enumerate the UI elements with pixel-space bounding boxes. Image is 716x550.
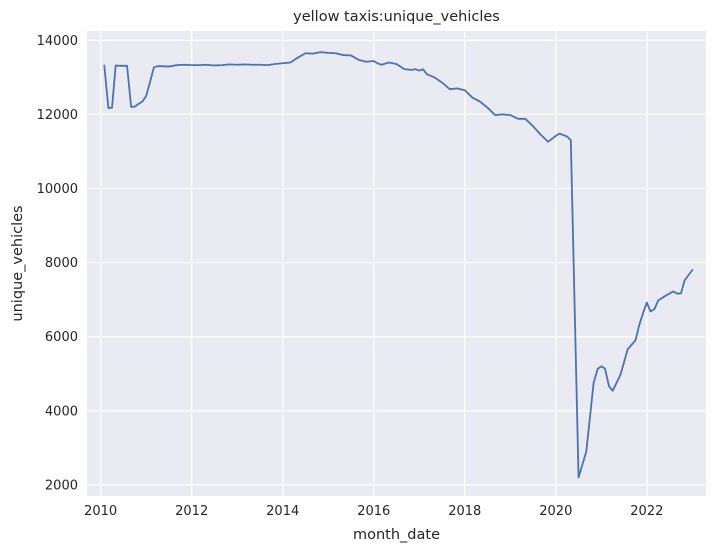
y-tick-labels: 2000 4000 6000 8000 10000 12000 14000 bbox=[37, 34, 78, 494]
x-tick-label: 2010 bbox=[84, 504, 117, 519]
y-tick-label: 6000 bbox=[45, 330, 78, 345]
x-tick-label: 2012 bbox=[175, 504, 208, 519]
y-tick-label: 14000 bbox=[37, 34, 78, 49]
y-tick-label: 12000 bbox=[37, 108, 78, 123]
y-axis-title: unique_vehicles bbox=[10, 205, 26, 321]
y-tick-label: 10000 bbox=[37, 182, 78, 197]
x-tick-label: 2020 bbox=[539, 504, 572, 519]
chart-title: yellow taxis:unique_vehicles bbox=[293, 9, 500, 25]
plot-area bbox=[87, 31, 706, 496]
y-tick-label: 8000 bbox=[45, 256, 78, 271]
y-tick-label: 4000 bbox=[45, 404, 78, 419]
y-tick-label: 2000 bbox=[45, 478, 78, 493]
x-tick-label: 2018 bbox=[448, 504, 481, 519]
x-tick-labels: 2010 2012 2014 2016 2018 2020 2022 bbox=[84, 504, 663, 519]
series-line-unique-vehicles bbox=[103, 51, 694, 479]
grid-lines bbox=[87, 31, 706, 496]
x-axis-title: month_date bbox=[353, 527, 440, 543]
x-tick-label: 2016 bbox=[357, 504, 390, 519]
x-tick-label: 2022 bbox=[630, 504, 663, 519]
x-tick-label: 2014 bbox=[266, 504, 299, 519]
